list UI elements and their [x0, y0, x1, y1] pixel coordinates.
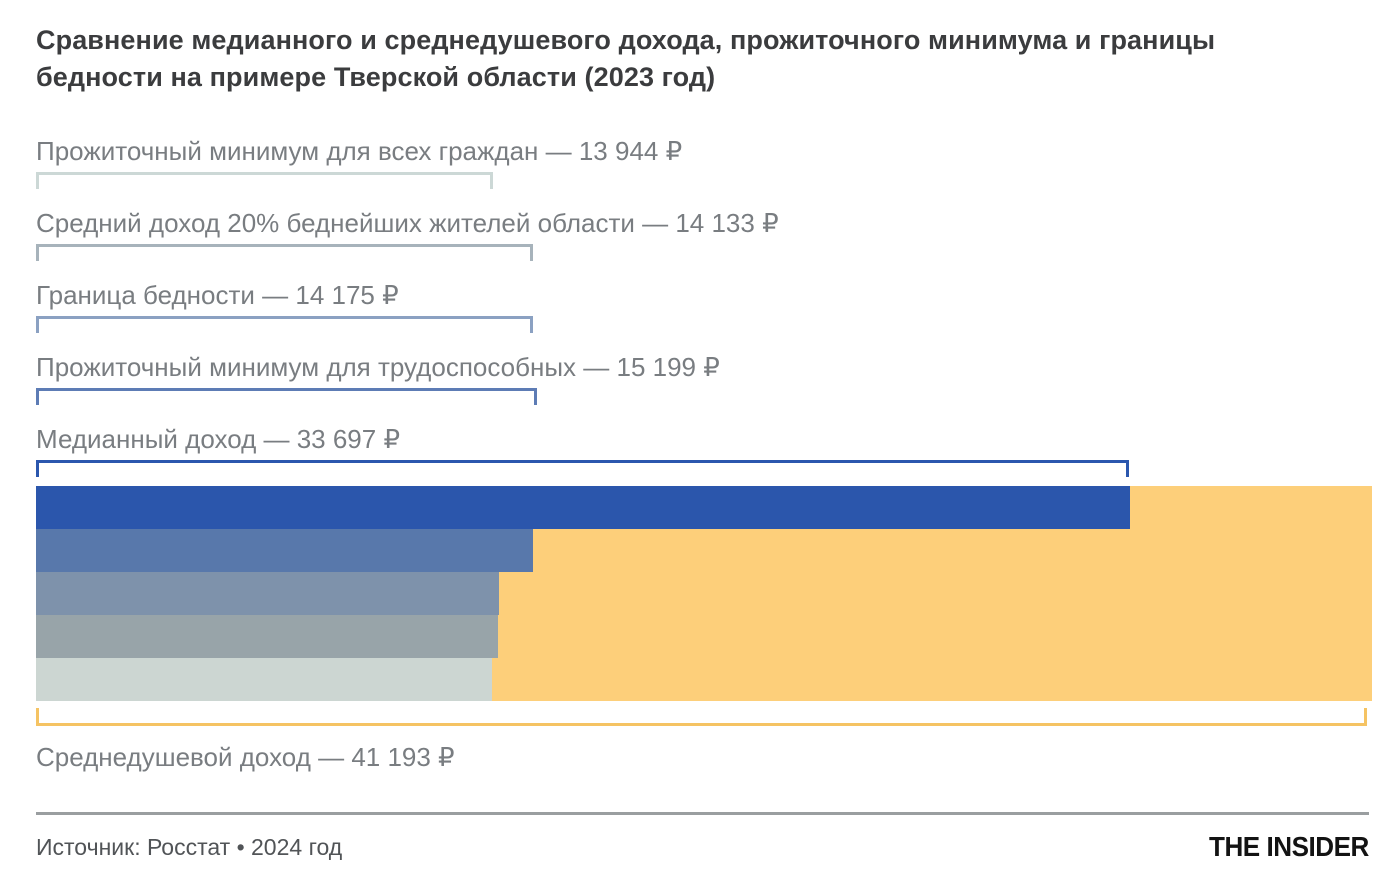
measure-bracket	[36, 316, 533, 333]
footer-divider	[36, 812, 1369, 815]
bar-poverty-line	[36, 572, 499, 615]
bar-median-income	[36, 486, 1130, 529]
the-insider-logo: THE INSIDER	[1209, 831, 1369, 862]
measure-group-subsistence-working: Прожиточный минимум для трудоспособных —…	[36, 352, 1372, 405]
measure-label: Прожиточный минимум для трудоспособных —…	[36, 352, 720, 382]
measure-bracket	[36, 244, 533, 261]
chart-title: Сравнение медианного и среднедушевого до…	[36, 25, 1216, 92]
bar-subsistence-all	[36, 658, 492, 701]
total-label: Среднедушевой доход — 41 193 ₽	[36, 742, 455, 772]
total-bar-average-income	[36, 486, 1372, 701]
bar-chart	[36, 486, 1372, 701]
source-caption: Источник: Росстат • 2024 год	[36, 834, 343, 860]
measure-label: Прожиточный минимум для всех граждан — 1…	[36, 136, 683, 166]
measure-group-subsistence-all: Прожиточный минимум для всех граждан — 1…	[36, 136, 1372, 189]
bar-poorest-20-income	[36, 615, 498, 658]
measure-label: Средний доход 20% беднейших жителей обла…	[36, 208, 779, 238]
measure-group-poorest-20-income: Средний доход 20% беднейших жителей обла…	[36, 208, 1372, 261]
measure-bracket	[36, 388, 537, 405]
total-bracket	[36, 708, 1367, 726]
measure-label: Медианный доход — 33 697 ₽	[36, 424, 400, 454]
measure-group-poverty-line: Граница бедности — 14 175 ₽	[36, 280, 1372, 333]
bar-subsistence-working	[36, 529, 533, 572]
measure-group-median-income: Медианный доход — 33 697 ₽	[36, 424, 1372, 477]
measure-bracket	[36, 172, 493, 189]
measure-bracket	[36, 460, 1129, 477]
footer: Источник: Росстат • 2024 год THE INSIDER	[36, 831, 1369, 863]
measure-label: Граница бедности — 14 175 ₽	[36, 280, 399, 310]
